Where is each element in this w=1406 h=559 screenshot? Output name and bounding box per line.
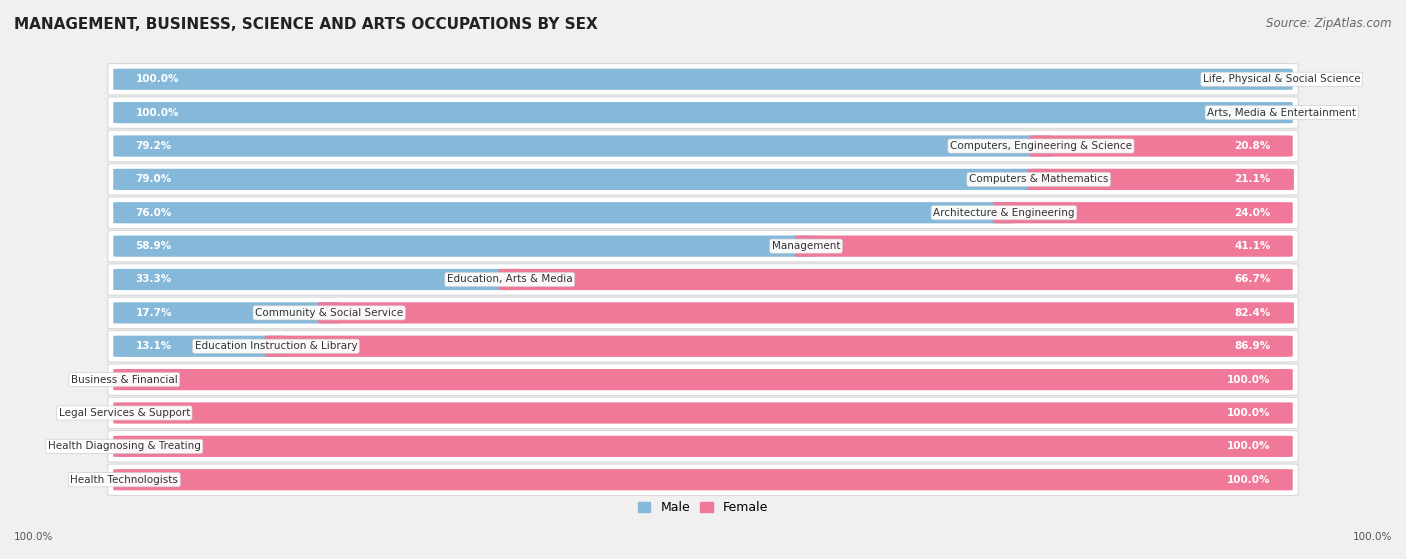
Text: 41.1%: 41.1%	[1234, 241, 1271, 251]
FancyBboxPatch shape	[499, 269, 1292, 290]
FancyBboxPatch shape	[114, 302, 340, 324]
FancyBboxPatch shape	[108, 430, 1298, 462]
FancyBboxPatch shape	[114, 135, 1052, 157]
Text: 100.0%: 100.0%	[1353, 532, 1392, 542]
FancyBboxPatch shape	[108, 64, 1298, 95]
FancyBboxPatch shape	[1028, 169, 1294, 190]
FancyBboxPatch shape	[108, 397, 1298, 429]
Text: 79.2%: 79.2%	[135, 141, 172, 151]
FancyBboxPatch shape	[114, 335, 287, 357]
Text: 21.1%: 21.1%	[1234, 174, 1271, 184]
Text: 0.0%: 0.0%	[87, 375, 114, 385]
Text: 0.0%: 0.0%	[87, 408, 114, 418]
Text: 13.1%: 13.1%	[135, 341, 172, 351]
FancyBboxPatch shape	[794, 235, 1292, 257]
FancyBboxPatch shape	[114, 469, 1292, 490]
Text: 100.0%: 100.0%	[14, 532, 53, 542]
FancyBboxPatch shape	[108, 330, 1298, 362]
Text: 33.3%: 33.3%	[135, 274, 172, 285]
Text: Education Instruction & Library: Education Instruction & Library	[194, 341, 357, 351]
Text: 79.0%: 79.0%	[135, 174, 172, 184]
FancyBboxPatch shape	[264, 335, 1292, 357]
FancyBboxPatch shape	[114, 402, 1292, 424]
FancyBboxPatch shape	[114, 369, 1292, 390]
Text: 0.0%: 0.0%	[87, 442, 114, 451]
Text: 100.0%: 100.0%	[1227, 408, 1271, 418]
FancyBboxPatch shape	[108, 230, 1298, 262]
FancyBboxPatch shape	[318, 302, 1294, 324]
Text: 0.0%: 0.0%	[1292, 74, 1319, 84]
Text: Life, Physical & Social Science: Life, Physical & Social Science	[1204, 74, 1361, 84]
FancyBboxPatch shape	[114, 269, 520, 290]
Text: Legal Services & Support: Legal Services & Support	[59, 408, 190, 418]
FancyBboxPatch shape	[108, 97, 1298, 129]
Text: 82.4%: 82.4%	[1234, 308, 1271, 318]
Text: Computers, Engineering & Science: Computers, Engineering & Science	[950, 141, 1132, 151]
FancyBboxPatch shape	[1031, 135, 1292, 157]
FancyBboxPatch shape	[114, 235, 817, 257]
Text: 58.9%: 58.9%	[135, 241, 172, 251]
FancyBboxPatch shape	[108, 364, 1298, 395]
Text: Source: ZipAtlas.com: Source: ZipAtlas.com	[1267, 17, 1392, 30]
Text: 100.0%: 100.0%	[1227, 375, 1271, 385]
Text: Computers & Mathematics: Computers & Mathematics	[969, 174, 1108, 184]
FancyBboxPatch shape	[108, 264, 1298, 295]
Text: 66.7%: 66.7%	[1234, 274, 1271, 285]
Text: Architecture & Engineering: Architecture & Engineering	[934, 208, 1074, 218]
Text: 100.0%: 100.0%	[1227, 442, 1271, 451]
Text: 100.0%: 100.0%	[1227, 475, 1271, 485]
FancyBboxPatch shape	[108, 297, 1298, 329]
Text: Health Technologists: Health Technologists	[70, 475, 179, 485]
Text: Management: Management	[772, 241, 841, 251]
Text: Arts, Media & Entertainment: Arts, Media & Entertainment	[1208, 108, 1357, 117]
Text: Community & Social Service: Community & Social Service	[254, 308, 404, 318]
FancyBboxPatch shape	[108, 197, 1298, 229]
FancyBboxPatch shape	[108, 130, 1298, 162]
FancyBboxPatch shape	[993, 202, 1292, 224]
Text: 100.0%: 100.0%	[135, 108, 179, 117]
FancyBboxPatch shape	[114, 69, 1292, 90]
Text: 100.0%: 100.0%	[135, 74, 179, 84]
Text: 24.0%: 24.0%	[1234, 208, 1271, 218]
FancyBboxPatch shape	[114, 436, 1292, 457]
FancyBboxPatch shape	[114, 202, 1015, 224]
FancyBboxPatch shape	[108, 164, 1298, 195]
Text: Health Diagnosing & Treating: Health Diagnosing & Treating	[48, 442, 201, 451]
FancyBboxPatch shape	[114, 169, 1050, 190]
Text: 0.0%: 0.0%	[1292, 108, 1319, 117]
Text: MANAGEMENT, BUSINESS, SCIENCE AND ARTS OCCUPATIONS BY SEX: MANAGEMENT, BUSINESS, SCIENCE AND ARTS O…	[14, 17, 598, 32]
Text: 76.0%: 76.0%	[135, 208, 172, 218]
Text: Business & Financial: Business & Financial	[70, 375, 177, 385]
Text: 20.8%: 20.8%	[1234, 141, 1271, 151]
Legend: Male, Female: Male, Female	[633, 496, 773, 519]
Text: Education, Arts & Media: Education, Arts & Media	[447, 274, 572, 285]
Text: 86.9%: 86.9%	[1234, 341, 1271, 351]
Text: 0.0%: 0.0%	[87, 475, 114, 485]
Text: 17.7%: 17.7%	[135, 308, 172, 318]
FancyBboxPatch shape	[114, 102, 1292, 123]
FancyBboxPatch shape	[108, 464, 1298, 495]
